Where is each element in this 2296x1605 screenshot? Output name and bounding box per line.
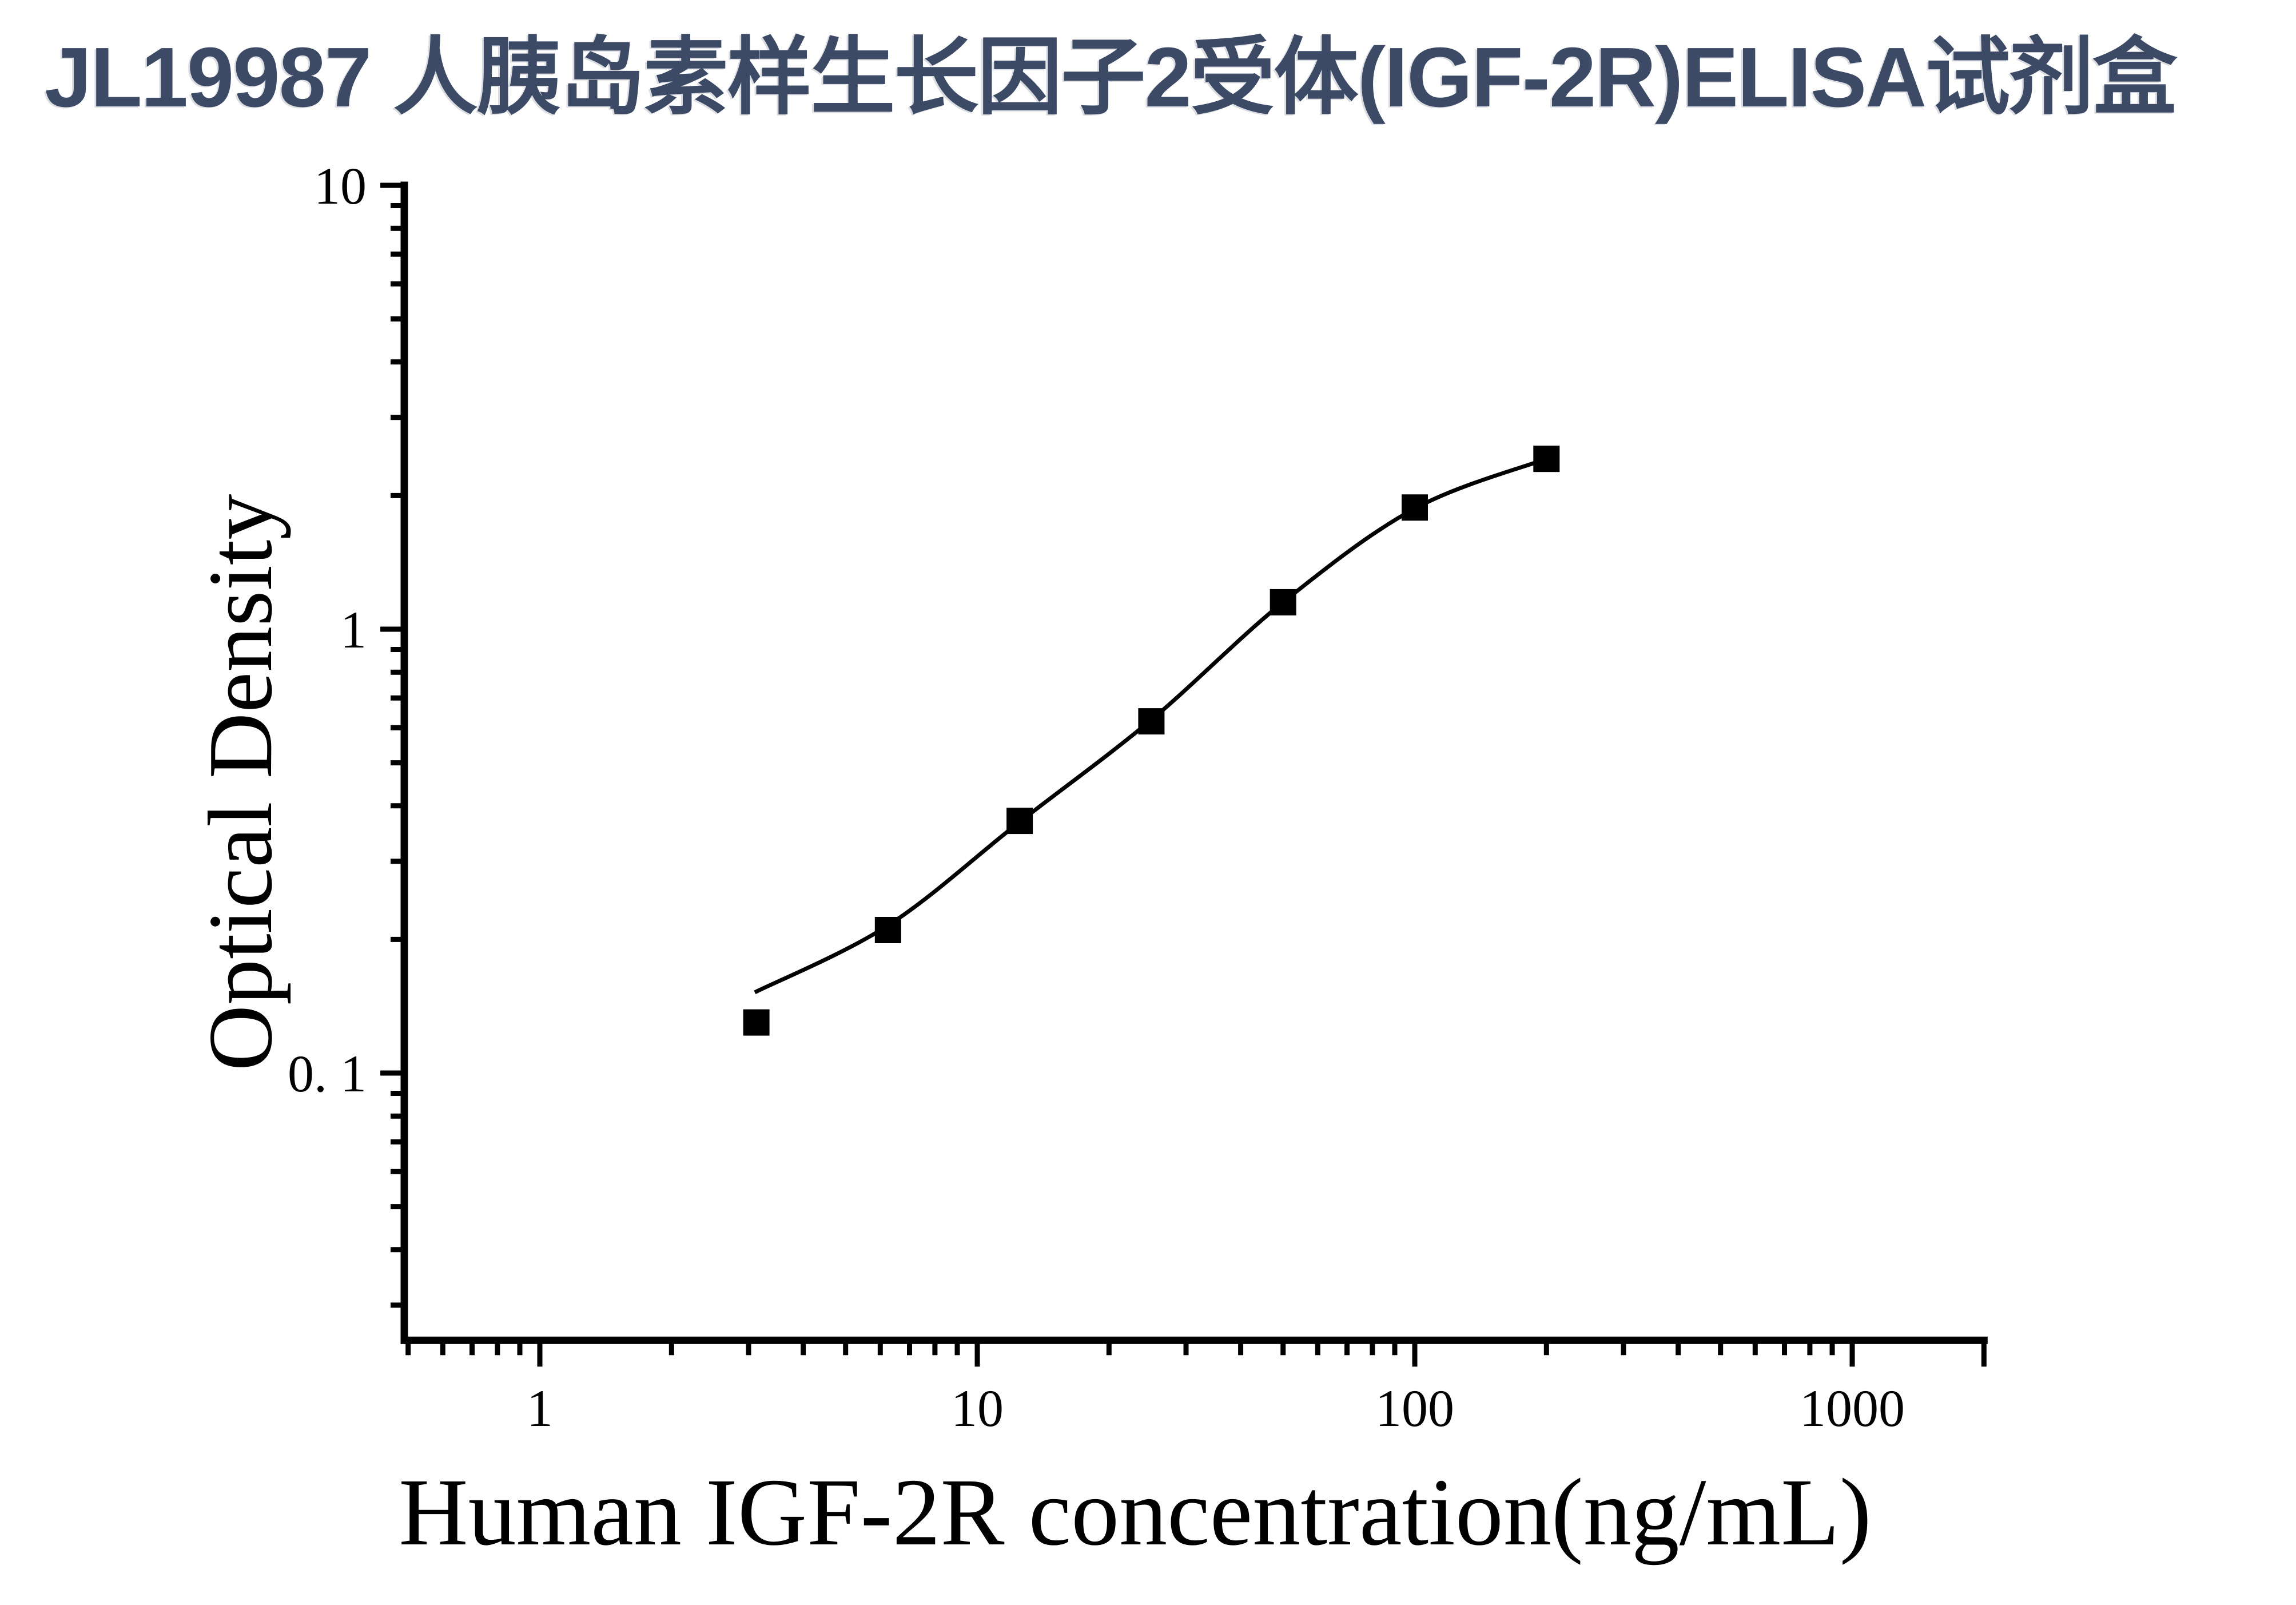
- data-point-marker: [1138, 708, 1165, 735]
- x-axis-title: Human IGF-2R concentration(ng/mL): [399, 1459, 1872, 1566]
- y-axis-tick-label: 1: [340, 601, 367, 659]
- axis-ticks: [380, 182, 1987, 1367]
- data-point-marker: [743, 1009, 770, 1036]
- tick-labels: 1 10 100 1000 10 1 0. 1: [288, 157, 1905, 1437]
- y-axis-title: Optical Density: [189, 494, 291, 1071]
- axes: [400, 181, 1988, 1344]
- data-point-marker: [1006, 808, 1033, 835]
- x-axis-tick-label: 1: [527, 1379, 553, 1437]
- data-point-marker: [1402, 494, 1428, 521]
- y-axis-tick-label: 10: [314, 157, 367, 215]
- data-point-marker: [874, 917, 901, 943]
- data-point-marker: [1270, 589, 1296, 615]
- x-axis-tick-label: 1000: [1800, 1379, 1905, 1437]
- y-axis-tick-label: 0. 1: [288, 1044, 367, 1103]
- data-point-marker: [1533, 446, 1560, 472]
- data-points: [743, 446, 1560, 1036]
- page-title: JL19987 人胰岛素样生长因子2受体(IGF-2R)ELISA试剂盒: [45, 30, 2177, 125]
- x-axis-tick-label: 100: [1375, 1379, 1454, 1437]
- x-axis-tick-label: 10: [951, 1379, 1004, 1437]
